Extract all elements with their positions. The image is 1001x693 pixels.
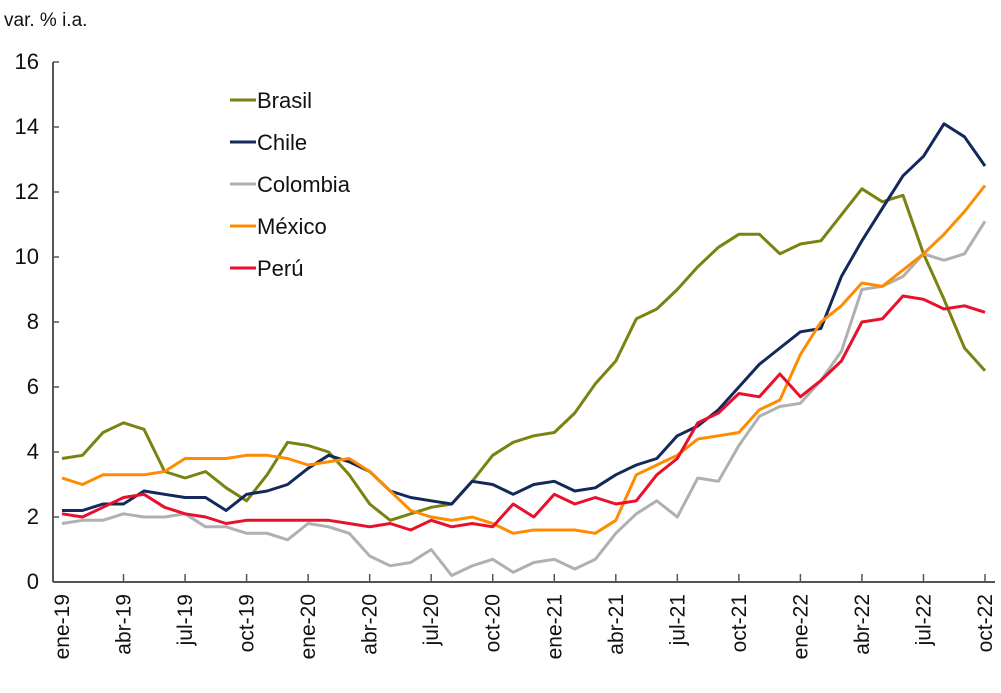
y-tick-label: 12 (15, 179, 39, 204)
x-tick-label: ene-21 (543, 594, 566, 659)
y-tick-label: 6 (27, 374, 39, 399)
y-tick-label: 16 (15, 49, 39, 74)
y-tick-label: 10 (15, 244, 39, 269)
legend-label: Chile (257, 130, 307, 155)
x-tick-label: jul-21 (666, 594, 689, 646)
legend-label: Perú (257, 256, 303, 281)
x-tick-label: jul-19 (174, 594, 197, 646)
x-tick-label: abr-21 (605, 594, 628, 655)
x-tick-label: jul-20 (420, 594, 443, 646)
y-tick-label: 8 (27, 309, 39, 334)
series-line-colombia (61, 220, 987, 577)
x-tick-label: oct-20 (482, 594, 505, 652)
x-tick-label: oct-21 (728, 594, 751, 652)
legend-label: México (257, 214, 327, 239)
series-line-peru (61, 294, 986, 532)
series-line-brasil (61, 187, 987, 522)
x-tick-label: abr-20 (359, 594, 382, 655)
x-tick-label: ene-22 (789, 594, 812, 659)
x-tick-label: abr-19 (113, 594, 136, 655)
series-line-mexico (61, 184, 987, 535)
series-line-chile (62, 122, 987, 512)
x-tick-label: jul-22 (912, 594, 935, 646)
x-tick-label: oct-22 (974, 594, 997, 652)
y-tick-label: 0 (27, 569, 39, 594)
legend-label: Colombia (257, 172, 351, 197)
y-axis-unit-label: var. % i.a. (4, 10, 88, 31)
legend-label: Brasil (257, 88, 312, 113)
y-tick-label: 14 (15, 114, 39, 139)
y-tick-label: 2 (27, 504, 39, 529)
y-tick-label: 4 (27, 439, 39, 464)
x-tick-label: ene-19 (51, 594, 74, 659)
x-tick-label: abr-22 (851, 594, 874, 655)
x-tick-label: oct-19 (236, 594, 259, 652)
x-tick-label: ene-20 (297, 594, 320, 659)
